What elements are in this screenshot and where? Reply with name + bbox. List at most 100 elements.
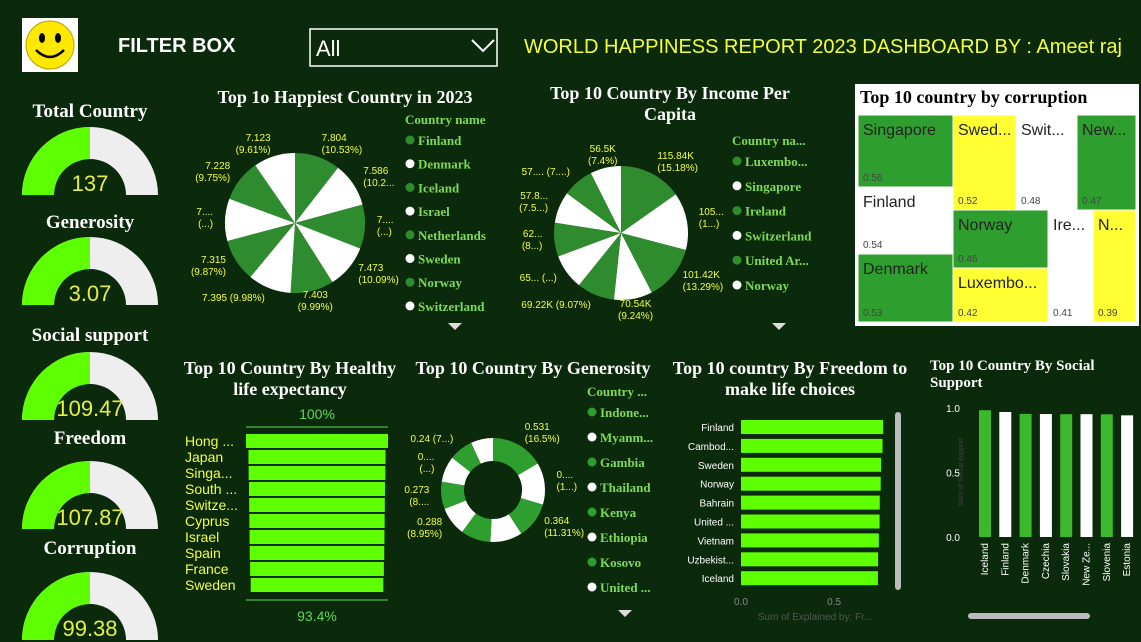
slice xyxy=(590,166,621,233)
bar xyxy=(979,410,991,537)
x-tick-label: Denmark xyxy=(1021,542,1032,584)
gauge-value xyxy=(22,461,90,529)
bar xyxy=(999,411,1012,537)
tile-value: 0.42 xyxy=(958,308,978,319)
gauge-title: Social support xyxy=(31,325,149,346)
slice xyxy=(452,442,481,473)
data-label: 7.804 (10.53%) xyxy=(321,133,363,157)
tile-value: 0.54 xyxy=(863,240,883,251)
funnel-bar xyxy=(249,498,385,512)
x-tick-label: 0.0 xyxy=(734,597,748,608)
category-label: Singa... xyxy=(185,465,232,481)
slice xyxy=(471,438,493,464)
legend-marker xyxy=(405,135,415,145)
tile-value: 0.47 xyxy=(1082,196,1102,207)
data-label: 0.24 (7...) xyxy=(410,433,454,445)
slice xyxy=(295,167,363,223)
slice xyxy=(621,194,688,251)
slice xyxy=(517,463,545,505)
legend-label: Norway xyxy=(745,278,790,293)
bar xyxy=(1100,414,1113,537)
category-label: Hong ... xyxy=(185,433,234,449)
data-label: 62... (8...) xyxy=(521,228,543,252)
slice xyxy=(295,153,339,223)
slice xyxy=(554,222,621,257)
tile-value: 0.56 xyxy=(863,173,883,184)
x-tick-label: New Ze... xyxy=(1082,543,1093,586)
gauge-value xyxy=(22,572,90,640)
tile-value: 0.53 xyxy=(863,308,883,319)
legend-marker xyxy=(405,301,415,311)
legend-label: Sweden xyxy=(418,252,461,267)
slice xyxy=(578,233,621,300)
legend-label: Luxembo... xyxy=(745,154,807,169)
funnel-top-label: 100% xyxy=(299,406,335,422)
bar xyxy=(741,514,880,529)
slice xyxy=(462,513,492,542)
funnel-bar xyxy=(246,434,388,448)
data-label: 7.315 (9.87%) xyxy=(190,255,226,279)
tile-label: Swit... xyxy=(1021,122,1065,139)
tile-label: Norway xyxy=(958,217,1012,234)
category-label: France xyxy=(185,561,229,577)
scrollbar[interactable] xyxy=(968,613,1090,619)
tile xyxy=(857,114,954,188)
slice xyxy=(255,153,295,223)
bar xyxy=(1080,414,1093,537)
legend-marker xyxy=(587,582,597,592)
tile-label: Luxembo... xyxy=(958,275,1037,292)
legend-label: United ... xyxy=(600,580,651,595)
legend-marker xyxy=(732,181,742,191)
chart-title: Top 1o Happiest Country in 2023 xyxy=(217,87,473,107)
legend-label: United Ar... xyxy=(745,253,809,268)
slice xyxy=(558,233,621,286)
bar xyxy=(741,420,884,434)
filter-value[interactable]: All xyxy=(316,36,340,61)
filter-dropdown[interactable]: All xyxy=(309,28,498,67)
legend-label: Switzerland xyxy=(418,299,485,314)
data-label: 7.395 (9.98%) xyxy=(201,293,265,305)
x-tick-label: Finland xyxy=(1000,543,1011,576)
tile xyxy=(952,114,1017,211)
bar xyxy=(741,476,881,491)
tile-label: New... xyxy=(1082,122,1126,139)
data-label: 56.5K (7.4%) xyxy=(588,144,618,168)
data-label: 0.288 (8.95%) xyxy=(407,516,443,540)
funnel-bar xyxy=(250,578,384,592)
legend-label: Ireland xyxy=(745,204,787,219)
x-tick-label: 0.5 xyxy=(827,597,841,608)
bar xyxy=(1019,413,1032,537)
category-label: Israel xyxy=(185,529,219,545)
funnel-bar xyxy=(249,514,385,528)
legend-marker xyxy=(587,507,597,517)
category-label: Norway xyxy=(700,480,734,491)
legend-marker xyxy=(732,156,742,166)
bar xyxy=(741,552,879,567)
x-axis-title: Sum of Explained by: Fr... xyxy=(758,612,873,623)
data-label: 7.228 (9.75%) xyxy=(195,160,231,184)
funnel-bottom-label: 93.4% xyxy=(297,608,337,624)
legend-marker xyxy=(405,277,415,287)
legend-marker xyxy=(587,482,597,492)
legend-label: Singapore xyxy=(745,179,801,194)
y-tick-label: 0.0 xyxy=(946,533,960,544)
slice xyxy=(441,457,471,486)
gauge-title: Generosity xyxy=(45,212,135,233)
scrollbar[interactable] xyxy=(895,412,901,590)
legend-label: Gambia xyxy=(600,455,645,470)
data-label: 105... (1...) xyxy=(698,206,724,230)
category-label: Finland xyxy=(701,423,734,434)
category-label: Switze... xyxy=(185,497,238,513)
chart-title: Top 10 Country By Healthy life expectanc… xyxy=(183,358,397,399)
tile-value: 0.39 xyxy=(1098,308,1118,319)
data-label: 101.42K (13.29%) xyxy=(682,270,724,294)
legend-label: Switzerland xyxy=(745,228,812,243)
tile xyxy=(1047,209,1094,323)
legend-marker xyxy=(587,532,597,542)
legend-marker xyxy=(405,254,415,263)
legend-label: Kosovo xyxy=(600,555,641,570)
tile-label: Singapore xyxy=(863,122,936,139)
data-label: 0.531 (16.5%) xyxy=(524,422,560,446)
funnel-bar xyxy=(248,450,386,464)
